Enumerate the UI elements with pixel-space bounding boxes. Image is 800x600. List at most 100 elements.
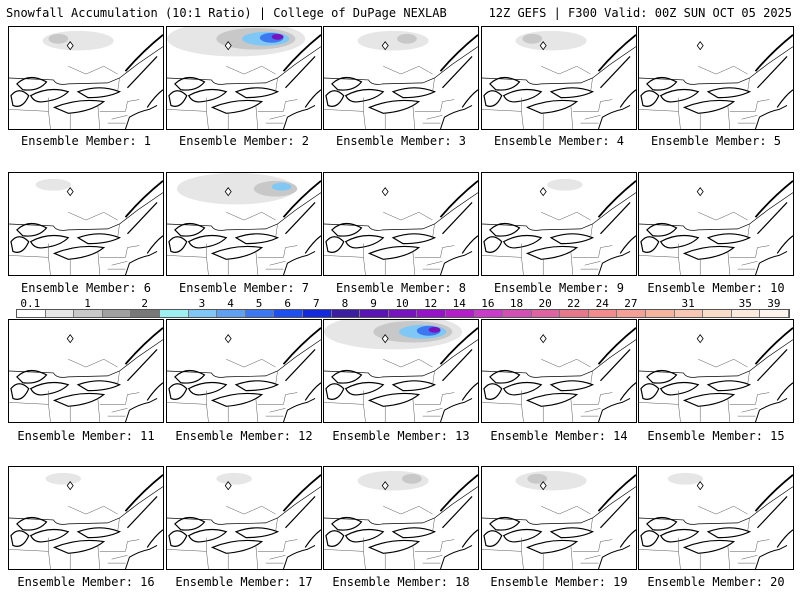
map-panel-member-17 [166,466,322,570]
member-caption: Ensemble Member: 18 [332,575,470,589]
member-caption: Ensemble Member: 3 [335,134,467,148]
map-panel-member-5 [638,26,794,130]
colorbar-swatch [445,310,475,317]
colorbar-label: 4 [227,297,234,310]
snowfall-map [324,30,478,129]
colorbar-swatch [274,310,303,317]
colorbar-swatch [188,310,218,317]
map-panel-member-11 [8,319,164,423]
member-caption: Ensemble Member: 20 [647,575,785,589]
map-panel-member-1 [8,26,164,130]
map-panel-member-19 [481,466,637,570]
colorbar-swatch [217,310,246,317]
snowfall-map [482,327,636,422]
colorbar-label: 1 [84,297,91,310]
colorbar-label: 31 [681,297,695,310]
colorbar-label: 8 [341,297,349,310]
member-caption: Ensemble Member: 12 [175,429,313,443]
model-valid-time: 12Z GEFS | F300 Valid: 00Z SUN OCT 05 20… [488,6,792,20]
member-caption: Ensemble Member: 19 [490,575,628,589]
member-caption: Ensemble Member: 17 [175,575,313,589]
snowfall-map [167,27,321,129]
colorbar-label: 24 [595,297,609,310]
colorbar-label: 27 [624,297,638,310]
colorbar-label: 2 [141,297,148,310]
colorbar-swatch [646,310,675,317]
colorbar-label: 14 [452,297,466,310]
colorbar-label: 22 [567,297,581,310]
colorbar-swatch [245,310,275,317]
snowfall-map [324,470,478,569]
colorbar-swatch [45,310,75,317]
member-caption: Ensemble Member: 10 [647,281,785,295]
member-caption: Ensemble Member: 14 [490,429,628,443]
colorbar-label: 6 [284,297,291,310]
snowfall-map [482,470,636,569]
colorbar-swatch [302,310,332,317]
map-panel-member-13 [323,319,479,423]
map-panel-member-15 [638,319,794,423]
map-panel-member-16 [8,466,164,570]
colorbar-swatches [16,309,791,318]
colorbar-swatch [331,310,361,317]
map-panel-member-2 [166,26,322,130]
colorbar-label: 0.1 [20,297,41,310]
member-caption: Ensemble Member: 2 [178,134,310,148]
colorbar-swatch [531,310,561,317]
colorbar-swatch [474,310,504,317]
map-panel-member-18 [323,466,479,570]
member-caption: Ensemble Member: 5 [650,134,782,148]
colorbar-label: 20 [538,297,552,310]
snowfall-map [639,34,793,129]
colorbar-swatch [588,310,618,317]
colorbar-swatch [74,310,103,317]
snowfall-map [324,180,478,275]
colorbar-swatch [674,310,704,317]
member-caption: Ensemble Member: 15 [647,429,785,443]
colorbar-swatch [102,310,132,317]
snowfall-map [324,320,478,422]
colorbar-swatch [131,310,160,317]
member-caption: Ensemble Member: 9 [493,281,625,295]
snowfall-colorbar: 0.1 1 2 3 4 5 6 7 8 9 10 12 14 16 18 20 22 24 27 31 35 39 [6,297,791,319]
member-caption: Ensemble Member: 11 [17,429,155,443]
snowfall-map [167,173,321,275]
snowfall-map [167,472,321,569]
chart-title: Snowfall Accumulation (10:1 Ratio) | Col… [6,6,447,20]
snowfall-map [9,472,163,569]
snowfall-map [9,30,163,129]
snowfall-map [639,180,793,275]
colorbar-swatch [760,310,790,317]
member-caption: Ensemble Member: 7 [178,281,310,295]
colorbar-label: 9 [370,297,377,310]
colorbar-swatch [417,310,446,317]
member-caption: Ensemble Member: 16 [17,575,155,589]
colorbar-label: 12 [424,297,438,310]
colorbar-swatch [360,310,389,317]
map-panel-member-14 [481,319,637,423]
colorbar-label: 18 [509,297,524,310]
colorbar-swatch [388,310,418,317]
member-caption: Ensemble Member: 4 [493,134,625,148]
colorbar-swatch [503,310,532,317]
snowfall-map [639,472,793,569]
colorbar-label: 7 [312,297,320,310]
map-panel-member-6 [8,172,164,276]
colorbar-label: 5 [255,297,263,310]
snowfall-map [639,327,793,422]
member-caption: Ensemble Member: 1 [20,134,152,148]
map-panel-member-3 [323,26,479,130]
colorbar-label: 35 [738,297,752,310]
colorbar-swatch [731,310,761,317]
map-panel-member-7 [166,172,322,276]
colorbar-label: 3 [198,297,206,310]
snowfall-map [9,178,163,275]
map-panel-member-4 [481,26,637,130]
snowfall-map [9,327,163,422]
map-panel-member-9 [481,172,637,276]
map-panel-member-20 [638,466,794,570]
colorbar-swatch [17,310,46,317]
snowfall-map [482,178,636,275]
colorbar-label: 16 [481,297,495,310]
map-panel-member-12 [166,319,322,423]
